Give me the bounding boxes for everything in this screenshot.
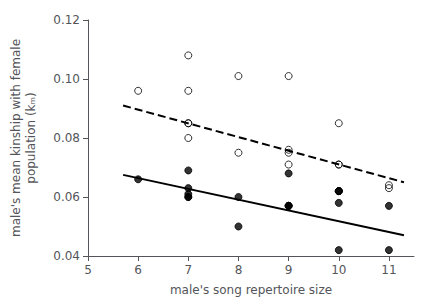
svg-text:male's song repertoire size: male's song repertoire size (170, 283, 332, 297)
svg-text:5: 5 (84, 263, 92, 277)
svg-text:11: 11 (381, 263, 396, 277)
svg-text:0.12: 0.12 (53, 13, 80, 27)
svg-text:10: 10 (331, 263, 346, 277)
svg-text:0.08: 0.08 (53, 131, 80, 145)
svg-text:0.06: 0.06 (53, 190, 80, 204)
svg-text:8: 8 (235, 263, 243, 277)
svg-text:0.04: 0.04 (53, 249, 80, 263)
svg-text:7: 7 (184, 263, 192, 277)
svg-text:population (kₘ): population (kₘ) (24, 92, 38, 183)
svg-text:0.10: 0.10 (53, 72, 80, 86)
svg-text:6: 6 (134, 263, 142, 277)
svg-text:9: 9 (285, 263, 293, 277)
svg-text:male's mean kinship with femal: male's mean kinship with female (9, 39, 23, 237)
